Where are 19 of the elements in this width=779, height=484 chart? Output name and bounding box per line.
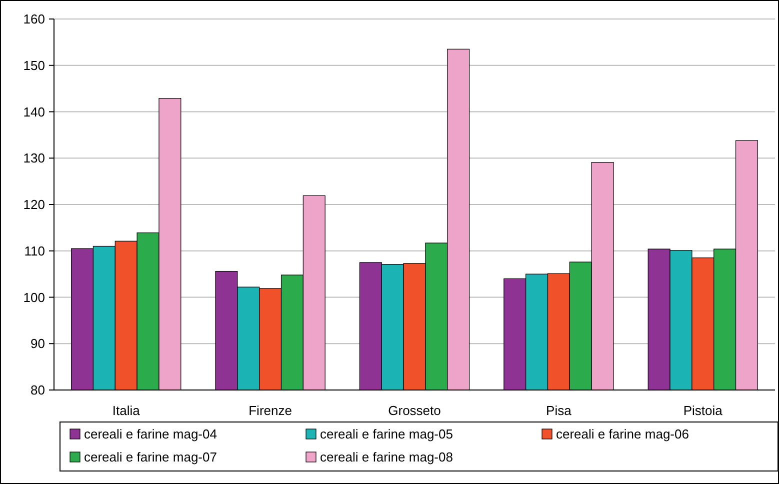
legend-label: cereali e farine mag-06 xyxy=(556,426,689,442)
y-tick-label: 150 xyxy=(23,58,45,73)
x-tick-label: Italia xyxy=(112,403,141,418)
y-tick-label: 120 xyxy=(23,197,45,212)
x-tick-label: Pisa xyxy=(546,403,572,418)
legend-label: cereali e farine mag-04 xyxy=(84,426,217,442)
legend-label: cereali e farine mag-05 xyxy=(320,426,453,442)
x-tick-label: Firenze xyxy=(248,403,292,418)
y-tick-label: 90 xyxy=(30,336,45,352)
y-tick-label: 160 xyxy=(23,12,45,27)
y-tick-label: 110 xyxy=(24,243,45,258)
x-tick-label: Grosseto xyxy=(388,403,441,418)
y-tick-label: 140 xyxy=(23,104,45,120)
legend-label: cereali e farine mag-08 xyxy=(320,450,453,465)
legend-label: cereali e farine mag-07 xyxy=(84,450,217,465)
y-tick-label: 80 xyxy=(30,382,45,398)
y-tick-label: 130 xyxy=(23,150,45,166)
y-tick-label: 100 xyxy=(23,290,45,305)
x-tick-label: Pistoia xyxy=(683,403,724,418)
